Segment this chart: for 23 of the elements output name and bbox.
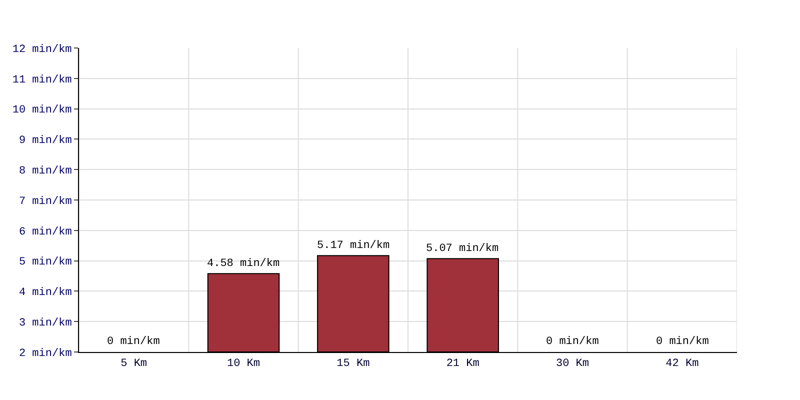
y-tick-label: 6 min/km xyxy=(18,226,72,238)
data-label: 5.07 min/km xyxy=(426,243,500,255)
text: 0 min/km xyxy=(656,336,709,348)
x-tick-label: 21 Km xyxy=(446,358,480,370)
x-tick-label: 15 Km xyxy=(336,358,370,370)
y-tick-label: 9 min/km xyxy=(18,135,72,148)
x-tick-label: 5 Km xyxy=(120,358,148,370)
x-tick-label: 42 Km xyxy=(666,358,700,370)
y-tick-label: 11 min/km xyxy=(12,74,72,86)
x-tick-label: 30 Km xyxy=(556,358,590,370)
y-tick-label: 2 min/km xyxy=(18,348,72,360)
y-tick-label: 7 min/km xyxy=(18,196,72,208)
text: 0 min/km xyxy=(546,336,599,348)
text: 0 min/km xyxy=(107,336,160,348)
y-tick-label: 4 min/km xyxy=(18,287,72,300)
data-label: 4.58 min/km xyxy=(207,258,280,270)
y-tick-label: 5 min/km xyxy=(18,256,72,269)
y-tick-label: 8 min/km xyxy=(18,165,72,178)
x-tick-label: 10 Km xyxy=(226,358,260,370)
y-tick-label: 3 min/km xyxy=(18,317,72,330)
y-tick-label: 10 min/km xyxy=(12,104,72,117)
y-tick-label: 12 min/km xyxy=(12,44,72,56)
data-label: 5.17 min/km xyxy=(317,240,390,252)
